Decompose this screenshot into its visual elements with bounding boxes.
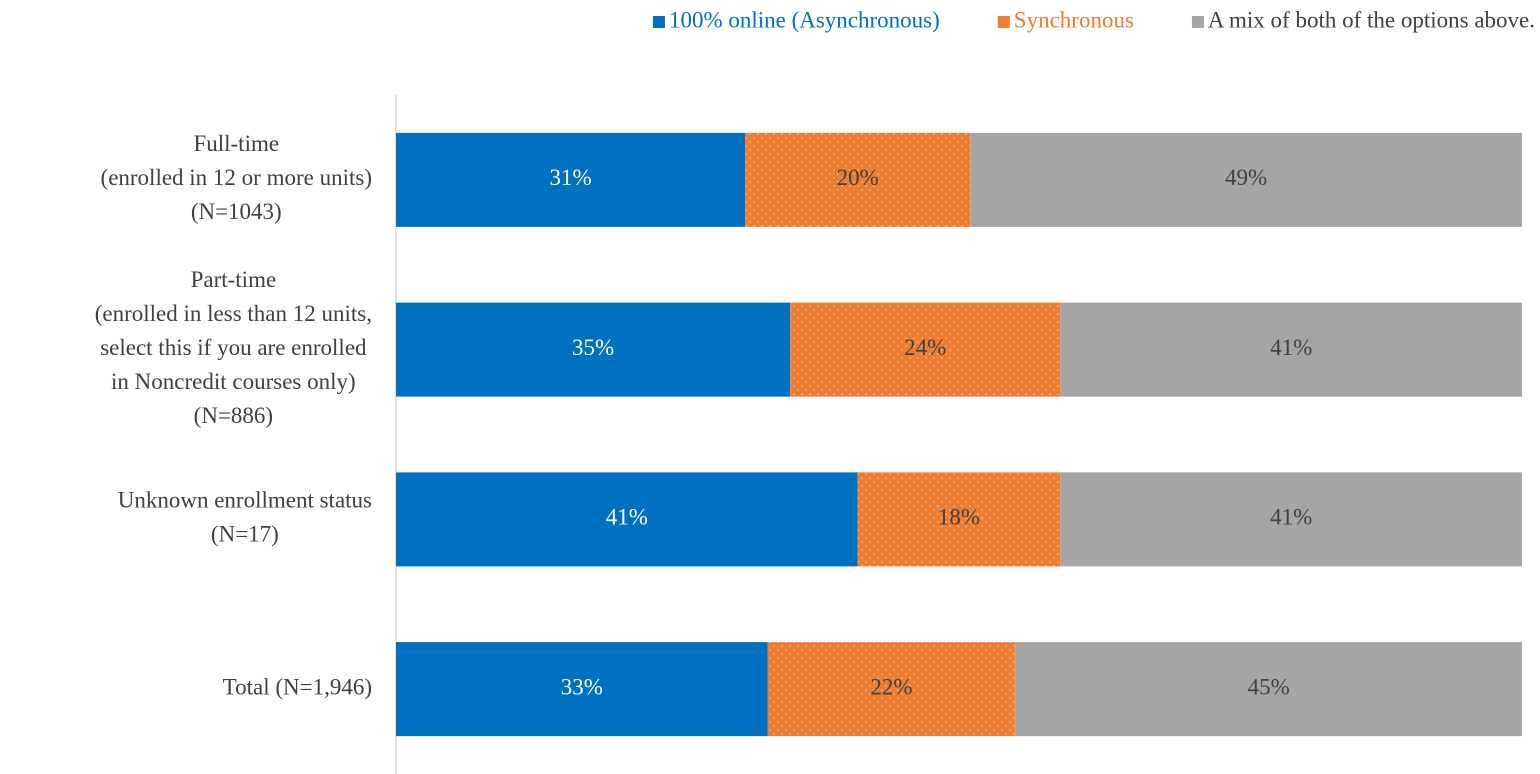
data-label: 24% — [904, 335, 946, 360]
bar-segment — [396, 302, 791, 397]
bar-segment — [1060, 472, 1522, 567]
data-label: 22% — [870, 674, 912, 699]
data-label: 33% — [561, 674, 603, 699]
legend-swatch — [1191, 16, 1204, 28]
category-label-line: (enrolled in less than 12 units, — [95, 301, 372, 326]
legend-label: 100% online (Asynchronous) — [669, 7, 940, 32]
category-label: Unknown enrollment status (N=17) — [118, 488, 372, 547]
bar-segment — [396, 642, 768, 737]
data-label: 18% — [938, 505, 980, 530]
category-label-line: Full-time — [193, 131, 279, 156]
bar-segment — [1060, 302, 1522, 397]
bar-segment — [396, 472, 858, 567]
data-label: 35% — [572, 335, 614, 360]
category-label-line: Total (N=1,946) — [223, 674, 372, 699]
category-label: Full-time (enrolled in 12 or more units) (… — [101, 131, 372, 224]
category-label-line: in Noncredit courses only) — [111, 369, 356, 394]
bar-segment — [790, 302, 1061, 397]
legend-label: A mix of both of the options above. — [1208, 7, 1535, 32]
bar-segment — [1015, 642, 1522, 737]
category-label-line: Part-time — [191, 267, 277, 292]
legend-swatch — [997, 16, 1010, 28]
category-label-line: (N=886) — [194, 403, 273, 428]
data-label: 49% — [1225, 165, 1267, 190]
bar-segment — [767, 642, 1016, 737]
category-label: Part-time (enrolled in less than 12 units… — [95, 267, 372, 428]
bar-segment — [970, 132, 1522, 227]
data-label: 31% — [549, 165, 591, 190]
bar-segment — [396, 132, 746, 227]
data-label: 41% — [1270, 505, 1312, 530]
data-label: 20% — [837, 165, 879, 190]
category-label-line: select this if you are enrolled — [100, 335, 367, 360]
data-label: 45% — [1248, 674, 1290, 699]
category-label-line: (enrolled in 12 or more units) — [101, 165, 372, 190]
bar-segment — [857, 472, 1061, 567]
category-label: Total (N=1,946) — [223, 674, 372, 699]
data-label: 41% — [606, 505, 648, 530]
category-label-line: (N=17) — [211, 522, 279, 547]
category-label-line: Unknown enrollment status — [118, 488, 372, 513]
legend-label: Synchronous — [1014, 7, 1134, 32]
legend-swatch — [652, 16, 665, 28]
data-label: 41% — [1270, 335, 1312, 360]
bar-segment — [745, 132, 971, 227]
category-label-line: (N=1043) — [191, 199, 282, 224]
